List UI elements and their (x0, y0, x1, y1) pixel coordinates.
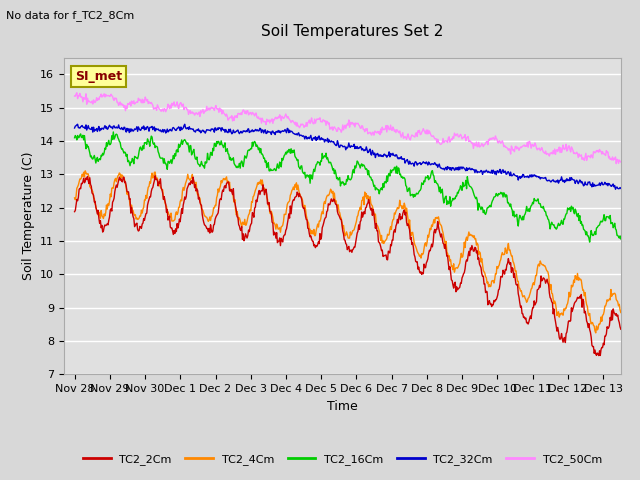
X-axis label: Time: Time (327, 400, 358, 413)
Text: SI_met: SI_met (75, 70, 122, 83)
Y-axis label: Soil Temperature (C): Soil Temperature (C) (22, 152, 35, 280)
Text: Soil Temperatures Set 2: Soil Temperatures Set 2 (261, 24, 443, 39)
Legend: TC2_2Cm, TC2_4Cm, TC2_16Cm, TC2_32Cm, TC2_50Cm: TC2_2Cm, TC2_4Cm, TC2_16Cm, TC2_32Cm, TC… (78, 450, 607, 469)
Text: No data for f_TC2_8Cm: No data for f_TC2_8Cm (6, 10, 134, 21)
